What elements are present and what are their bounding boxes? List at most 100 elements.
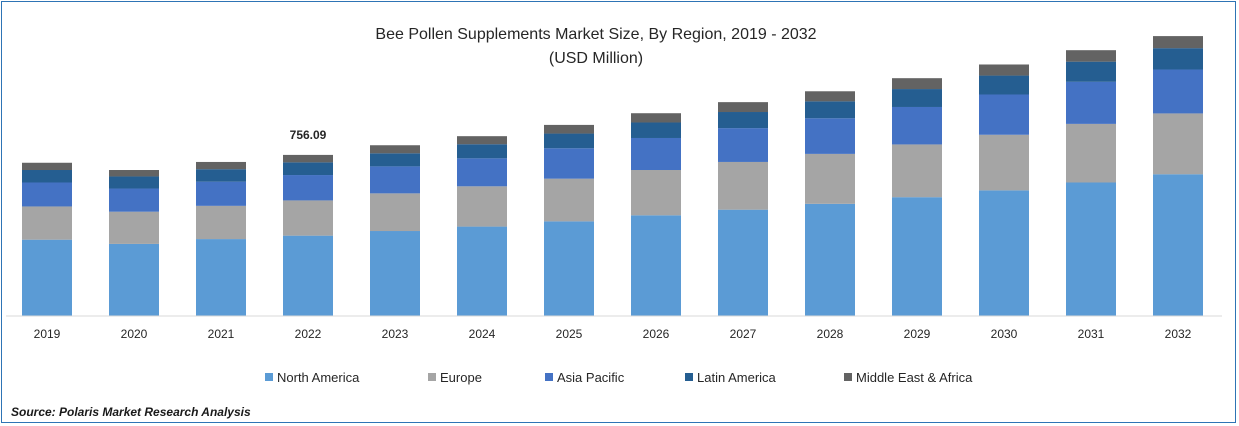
bar-2024-europe <box>457 186 507 227</box>
bar-2019-asia-pacific <box>22 182 72 207</box>
legend-label-middle-east-africa: Middle East & Africa <box>856 370 973 385</box>
x-tick-label-2020: 2020 <box>121 327 148 341</box>
bars-group <box>22 36 1203 316</box>
bar-2029-middle-east-africa <box>892 78 942 90</box>
x-tick-label-2019: 2019 <box>34 327 61 341</box>
bar-2020-europe <box>109 211 159 244</box>
x-tick-label-2024: 2024 <box>469 327 496 341</box>
legend-label-europe: Europe <box>440 370 482 385</box>
x-tick-label-2029: 2029 <box>904 327 931 341</box>
bar-2028-europe <box>805 153 855 204</box>
bar-2030-north-america <box>979 190 1029 316</box>
legend-swatch-europe <box>428 373 436 381</box>
bar-2025-north-america <box>544 221 594 316</box>
bar-2029-north-america <box>892 197 942 316</box>
bar-2026-middle-east-africa <box>631 113 681 123</box>
bar-2031-latin-america <box>1066 61 1116 82</box>
bar-2031-europe <box>1066 123 1116 183</box>
bar-2022-europe <box>283 200 333 236</box>
x-tick-label-2021: 2021 <box>208 327 235 341</box>
data-labels: 756.09 <box>290 128 327 142</box>
bar-2032-north-america <box>1153 174 1203 316</box>
bar-2027-asia-pacific <box>718 128 768 162</box>
legend-label-latin-america: Latin America <box>697 370 777 385</box>
bar-2025-asia-pacific <box>544 148 594 179</box>
bar-2022-middle-east-africa <box>283 154 333 163</box>
bar-2028-latin-america <box>805 101 855 119</box>
bar-2019-north-america <box>22 239 72 316</box>
bar-2021-europe <box>196 205 246 240</box>
bar-2022-north-america <box>283 235 333 316</box>
bar-2021-middle-east-africa <box>196 161 246 170</box>
bar-2029-latin-america <box>892 89 942 107</box>
bar-2026-north-america <box>631 215 681 316</box>
x-tick-label-2030: 2030 <box>991 327 1018 341</box>
bar-2032-latin-america <box>1153 48 1203 70</box>
bar-2028-asia-pacific <box>805 118 855 154</box>
bar-2019-latin-america <box>22 170 72 183</box>
bar-2021-asia-pacific <box>196 181 246 206</box>
x-tick-label-2032: 2032 <box>1165 327 1192 341</box>
source-note: Source: Polaris Market Research Analysis <box>11 405 251 419</box>
bar-2021-latin-america <box>196 169 246 182</box>
bar-2030-europe <box>979 134 1029 191</box>
x-tick-label-2026: 2026 <box>643 327 670 341</box>
legend-label-north-america: North America <box>277 370 360 385</box>
bar-2026-asia-pacific <box>631 137 681 171</box>
bar-2029-asia-pacific <box>892 106 942 145</box>
bar-2029-europe <box>892 144 942 198</box>
bar-2020-asia-pacific <box>109 188 159 212</box>
bar-2032-europe <box>1153 113 1203 175</box>
legend: North America Europe Asia Pacific Latin Ame… <box>265 370 973 385</box>
x-tick-label-2025: 2025 <box>556 327 583 341</box>
bar-2030-asia-pacific <box>979 94 1029 135</box>
bar-2024-north-america <box>457 226 507 316</box>
x-tick-label-2031: 2031 <box>1078 327 1105 341</box>
bar-2026-latin-america <box>631 122 681 138</box>
bar-2020-latin-america <box>109 176 159 189</box>
bar-2025-middle-east-africa <box>544 124 594 134</box>
bar-2028-north-america <box>805 203 855 316</box>
chart-subtitle: (USD Million) <box>549 50 643 67</box>
bar-2020-north-america <box>109 243 159 316</box>
legend-label-asia-pacific: Asia Pacific <box>557 370 625 385</box>
x-tick-label-2027: 2027 <box>730 327 757 341</box>
legend-swatch-asia-pacific <box>545 373 553 381</box>
chart-title: Bee Pollen Supplements Market Size, By R… <box>375 26 816 43</box>
bar-2023-middle-east-africa <box>370 145 420 154</box>
bar-2022-asia-pacific <box>283 175 333 201</box>
bar-2022-latin-america <box>283 162 333 176</box>
x-tick-label-2028: 2028 <box>817 327 844 341</box>
bar-2030-latin-america <box>979 75 1029 95</box>
bar-2019-europe <box>22 206 72 240</box>
bar-2021-north-america <box>196 239 246 316</box>
legend-swatch-middle-east-africa <box>844 373 852 381</box>
x-tick-label-2023: 2023 <box>382 327 409 341</box>
bar-2023-north-america <box>370 231 420 316</box>
bar-2025-latin-america <box>544 133 594 149</box>
bar-2027-latin-america <box>718 112 768 129</box>
bar-2031-asia-pacific <box>1066 81 1116 124</box>
bar-2024-asia-pacific <box>457 158 507 187</box>
bar-2019-middle-east-africa <box>22 162 72 171</box>
x-tick-labels: 2019 2020 2021 2022 2023 2024 2025 2026 2027 2028… <box>34 327 1192 341</box>
bar-2027-middle-east-africa <box>718 102 768 113</box>
bar-2023-asia-pacific <box>370 166 420 194</box>
bar-2032-asia-pacific <box>1153 69 1203 114</box>
legend-swatch-latin-america <box>685 373 693 381</box>
bar-2031-north-america <box>1066 182 1116 316</box>
bar-2030-middle-east-africa <box>979 64 1029 76</box>
bar-2031-middle-east-africa <box>1066 50 1116 62</box>
bar-2023-europe <box>370 193 420 232</box>
bar-2027-north-america <box>718 209 768 316</box>
bar-2023-latin-america <box>370 153 420 167</box>
bar-2024-latin-america <box>457 144 507 159</box>
bar-2026-europe <box>631 170 681 216</box>
bar-2024-middle-east-africa <box>457 136 507 145</box>
bar-2028-middle-east-africa <box>805 91 855 102</box>
bar-2027-europe <box>718 161 768 210</box>
bar-2032-middle-east-africa <box>1153 36 1203 49</box>
data-label-2022: 756.09 <box>290 128 327 142</box>
